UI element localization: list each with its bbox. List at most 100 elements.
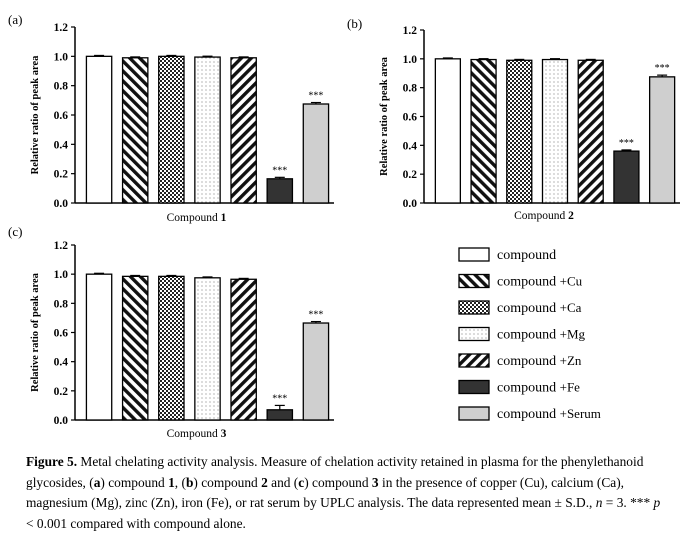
legend-item-2: compound +Cu xyxy=(458,273,583,290)
y-tick-label: 0.2 xyxy=(54,169,69,181)
bar-5 xyxy=(230,57,257,204)
bar-4 xyxy=(541,58,569,204)
legend-item-7: compound +Serum xyxy=(458,406,601,422)
y-tick-label: 0.4 xyxy=(54,357,69,369)
legend-label: compound +Ca xyxy=(497,300,582,316)
legend-label: compound xyxy=(497,248,556,263)
caption-text: Metal chelating activity analysis. Measu… xyxy=(26,454,644,490)
y-tick-label: 1.0 xyxy=(54,51,69,63)
caption-text: < 0.001 compared with compound alone. xyxy=(26,515,246,531)
bar-1 xyxy=(434,58,462,204)
y-tick-label: 0.4 xyxy=(403,140,418,152)
bar-4 xyxy=(194,277,221,421)
caption-text: ) compound xyxy=(304,474,372,490)
figure-caption: Figure 5. Metal chelating activity analy… xyxy=(26,452,671,534)
significance-label: *** xyxy=(272,165,287,176)
bar-3 xyxy=(158,55,185,204)
legend-item-6: compound +Fe xyxy=(458,379,580,396)
legend-label: compound +Serum xyxy=(497,406,601,422)
caption-compound-1: 1 xyxy=(168,474,175,490)
legend-swatch xyxy=(458,379,490,395)
bar-3 xyxy=(158,275,185,421)
bar-2 xyxy=(470,58,497,204)
bar-3 xyxy=(506,59,533,204)
bar-5 xyxy=(577,59,604,204)
chart-panel-3: (c) 0.0 0.2 0.4 0.6 0.8 1.0 1.2 Relative ratio o… xyxy=(8,224,334,440)
y-tick-label: 0.6 xyxy=(54,110,69,122)
bar-7 xyxy=(302,103,330,204)
legend-label: compound +Mg xyxy=(497,327,586,343)
legend-swatch xyxy=(458,326,490,342)
figure: (a) 0.0 0.2 0.4 0.6 0.8 1.0 1.2 Relative ratio o… xyxy=(8,12,680,440)
caption-compound-3: 3 xyxy=(371,474,379,490)
bar-1 xyxy=(85,55,113,204)
chart-panel-1: (a) 0.0 0.2 0.4 0.6 0.8 1.0 1.2 Relative ratio o… xyxy=(8,12,334,224)
legend: compound compound +Cu compound +Ca compoun… xyxy=(458,247,601,422)
figure-svg: (a) 0.0 0.2 0.4 0.6 0.8 1.0 1.2 Relative ratio o… xyxy=(8,12,680,440)
caption-text: ) compound xyxy=(193,474,262,490)
legend-item-3: compound +Ca xyxy=(458,300,582,316)
legend-item-5: compound +Zn xyxy=(458,353,582,369)
chart-panel-2: (b) 0.0 0.2 0.4 0.6 0.8 1.0 1.2 Relative ratio o… xyxy=(347,16,680,222)
bar-4 xyxy=(194,56,221,204)
legend-label: compound +Zn xyxy=(497,353,582,369)
y-tick-label: 0.4 xyxy=(54,139,69,151)
panel-label: (c) xyxy=(8,224,22,239)
significance-label: *** xyxy=(308,310,323,321)
legend-swatch xyxy=(458,273,490,289)
significance-label: *** xyxy=(308,91,323,102)
x-axis-label: Compound 1 xyxy=(167,212,227,224)
y-tick-label: 0.6 xyxy=(54,328,69,340)
caption-label: Figure 5. xyxy=(26,454,78,469)
caption-text: in the presence of copper (Cu), calcium … xyxy=(26,474,625,511)
y-axis-label: Relative ratio of peak area xyxy=(30,272,41,392)
y-axis-label: Relative ratio of peak area xyxy=(379,56,390,176)
y-tick-label: 1.2 xyxy=(403,25,418,37)
y-tick-label: 0.6 xyxy=(403,112,418,124)
y-tick-label: 0.2 xyxy=(403,169,418,181)
y-tick-label: 0.8 xyxy=(54,81,69,93)
y-tick-label: 0.2 xyxy=(54,386,69,398)
bar-7 xyxy=(302,322,330,421)
caption-panel-c: c xyxy=(298,474,305,490)
bar-5 xyxy=(230,278,257,421)
legend-label: compound +Cu xyxy=(497,274,583,290)
bar-6 xyxy=(613,150,640,204)
y-axis-label: Relative ratio of peak area xyxy=(30,55,41,175)
caption-compound-2: 2 xyxy=(261,474,268,490)
caption-text: = 3. *** xyxy=(602,495,654,510)
legend-swatch xyxy=(458,300,490,315)
y-tick-label: 1.0 xyxy=(54,269,69,281)
legend-swatch xyxy=(458,406,490,421)
y-tick-label: 0.0 xyxy=(403,198,418,210)
bar-2 xyxy=(121,275,149,421)
y-tick-label: 1.2 xyxy=(54,240,69,252)
bar-7 xyxy=(648,76,676,204)
legend-label: compound +Fe xyxy=(497,380,580,396)
bar-6 xyxy=(266,409,294,421)
bar-2 xyxy=(121,57,149,204)
y-tick-label: 0.0 xyxy=(54,198,69,210)
x-axis-label: Compound 3 xyxy=(167,428,227,440)
caption-p: p xyxy=(653,495,661,510)
y-tick-label: 0.8 xyxy=(403,83,418,95)
x-axis-label: Compound 2 xyxy=(514,210,574,222)
caption-panel-b: b xyxy=(185,474,194,490)
legend-swatch xyxy=(458,247,490,262)
caption-text: and ( xyxy=(267,474,299,490)
caption-panel-a: a xyxy=(93,474,101,490)
panel-label: (a) xyxy=(8,12,22,27)
caption-text: , ( xyxy=(174,474,186,490)
significance-label: *** xyxy=(655,63,670,74)
y-tick-label: 1.2 xyxy=(54,22,69,34)
legend-swatch xyxy=(458,353,490,368)
caption-n: n xyxy=(595,495,603,510)
bar-6 xyxy=(266,178,294,204)
bar-1 xyxy=(85,273,113,421)
y-tick-label: 0.8 xyxy=(54,298,69,310)
significance-label: *** xyxy=(619,138,634,149)
y-tick-label: 0.0 xyxy=(54,415,69,427)
legend-item-1: compound xyxy=(458,247,556,263)
significance-label: *** xyxy=(272,393,287,404)
caption-text: ) compound xyxy=(100,474,169,490)
